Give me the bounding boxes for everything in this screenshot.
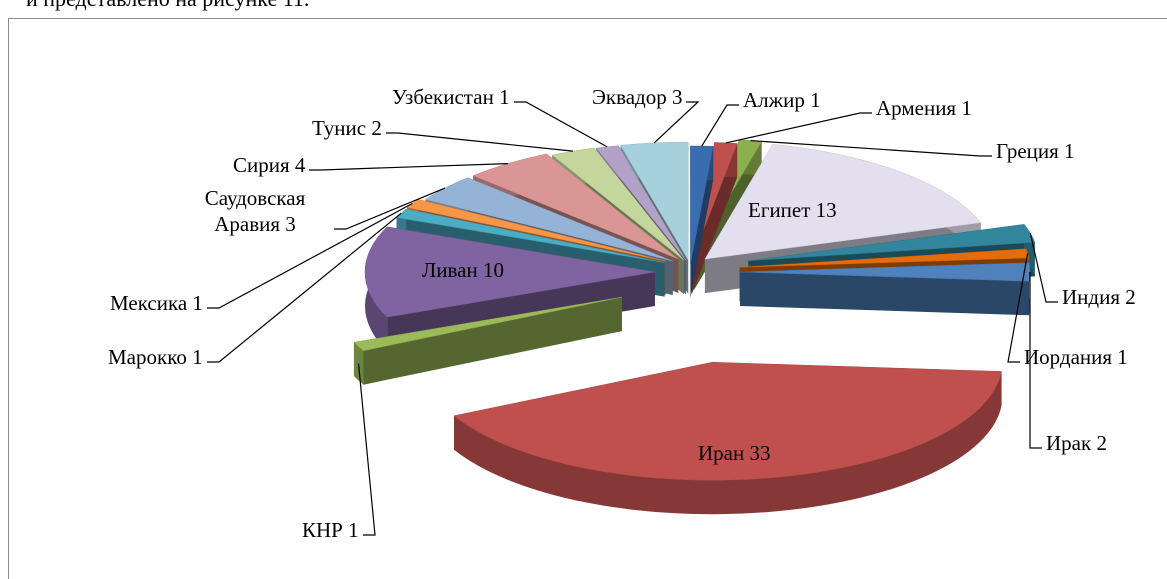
label-value: 1	[961, 96, 972, 120]
label-category: Алжир	[743, 88, 805, 112]
leader-line	[725, 112, 872, 144]
leader-line	[207, 202, 413, 309]
label-category: Ирак	[1046, 431, 1092, 455]
label-value: 1	[1117, 345, 1128, 369]
label-category: КНР	[302, 518, 343, 542]
leader-line	[207, 212, 402, 363]
label-value: 1	[348, 518, 359, 542]
data-label: Греция 1	[996, 138, 1075, 164]
label-category: Индия	[1062, 285, 1120, 309]
label-value: 3	[285, 212, 296, 236]
leader-line	[701, 104, 739, 147]
leader-line	[653, 101, 700, 144]
slice-side	[690, 146, 714, 299]
label-category: Мексика	[110, 291, 188, 315]
data-label: Марокко 1	[108, 344, 203, 370]
label-category: Армения	[876, 96, 957, 120]
label-value: 2	[371, 116, 382, 140]
label-category: Египет	[748, 198, 811, 222]
data-label: Египет 13	[748, 197, 837, 223]
data-label: Иордания 1	[1024, 344, 1128, 370]
leader-line	[1029, 233, 1058, 303]
label-value: 33	[749, 441, 771, 465]
leader-line	[514, 101, 608, 148]
data-label: Ирак 2	[1046, 430, 1107, 456]
label-value: 1	[810, 88, 821, 112]
label-value: 3	[671, 85, 683, 109]
slice-side	[353, 297, 622, 377]
label-category: Марокко	[108, 345, 187, 369]
label-value: 2	[1096, 431, 1107, 455]
data-label: Иран 33	[698, 440, 770, 466]
leader-line	[386, 132, 573, 152]
data-label: КНР 1	[302, 517, 359, 543]
data-label: Сирия 4	[233, 152, 305, 178]
slice	[620, 141, 689, 261]
slice	[704, 144, 982, 260]
slice-side	[691, 143, 738, 295]
data-label: Армения 1	[876, 95, 972, 121]
slice	[353, 296, 622, 351]
label-category: Ливан	[422, 258, 478, 282]
chart-frame	[8, 18, 1167, 579]
slice	[364, 226, 656, 318]
data-label: Индия 2	[1062, 284, 1136, 310]
label-value: 1	[192, 291, 203, 315]
label-category: Иордания	[1024, 345, 1113, 369]
leader-line	[1029, 272, 1042, 449]
data-label: Ливан 10	[422, 257, 504, 283]
label-value: 1	[192, 345, 203, 369]
caption: и представлено на рисунке 11.	[26, 0, 309, 12]
slice-side	[740, 272, 1030, 316]
data-label: Саудовская Аравия 3	[180, 185, 330, 237]
leader-line	[1007, 253, 1029, 363]
label-value: 2	[1125, 285, 1136, 309]
label-category: Саудовская Аравия	[204, 186, 306, 236]
data-label: Мексика 1	[110, 290, 203, 316]
slice	[472, 153, 679, 260]
label-value: 1	[1064, 139, 1075, 163]
leader-line	[357, 363, 376, 536]
label-value: 10	[482, 258, 504, 282]
leader-line	[309, 162, 508, 171]
slice	[424, 177, 673, 262]
data-label: Алжир 1	[743, 87, 821, 113]
label-category: Иран	[698, 441, 745, 465]
data-label: Тунис 2	[312, 115, 382, 141]
slice	[453, 361, 1002, 481]
label-value: 13	[815, 198, 837, 222]
data-label: Узбекистан 1	[392, 84, 510, 110]
leader-line	[750, 139, 992, 157]
label-value: 4	[294, 153, 306, 177]
data-label: Эквадор 3	[592, 84, 682, 110]
slice	[551, 147, 685, 261]
slice	[748, 224, 1036, 262]
slice-wall	[454, 371, 1002, 515]
label-category: Эквадор	[592, 85, 667, 109]
label-category: Тунис	[312, 116, 367, 140]
label-category: Сирия	[233, 153, 290, 177]
leader-line	[334, 187, 446, 230]
label-category: Греция	[996, 139, 1059, 163]
label-value: 1	[499, 85, 510, 109]
slice	[739, 248, 1030, 268]
slice-wall	[353, 342, 364, 385]
label-category: Узбекистан	[392, 85, 494, 109]
